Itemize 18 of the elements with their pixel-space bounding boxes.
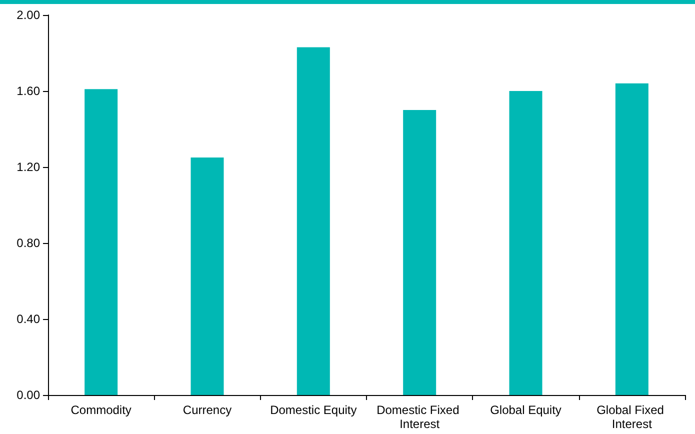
x-tick-label: Domestic Fixed Interest <box>376 403 463 431</box>
y-tick-label: 0.00 <box>16 388 40 402</box>
bar <box>84 89 118 395</box>
x-tick-label: Currency <box>182 403 232 417</box>
x-tick-label: Global Equity <box>490 403 562 417</box>
x-tick-label: Domestic Equity <box>270 403 357 417</box>
bar <box>509 91 542 395</box>
bar <box>296 47 330 395</box>
bar <box>403 110 436 395</box>
y-tick-label: 1.60 <box>16 84 40 98</box>
bar <box>615 83 648 395</box>
x-tick-label: Global Fixed Interest <box>596 403 668 431</box>
y-tick-label: 0.40 <box>16 312 40 326</box>
bar <box>190 158 224 395</box>
y-tick-label: 1.20 <box>16 160 40 174</box>
x-tick-label: Commodity <box>70 403 132 417</box>
y-tick-label: 0.80 <box>16 236 40 250</box>
y-tick-label: 2.00 <box>16 8 40 22</box>
